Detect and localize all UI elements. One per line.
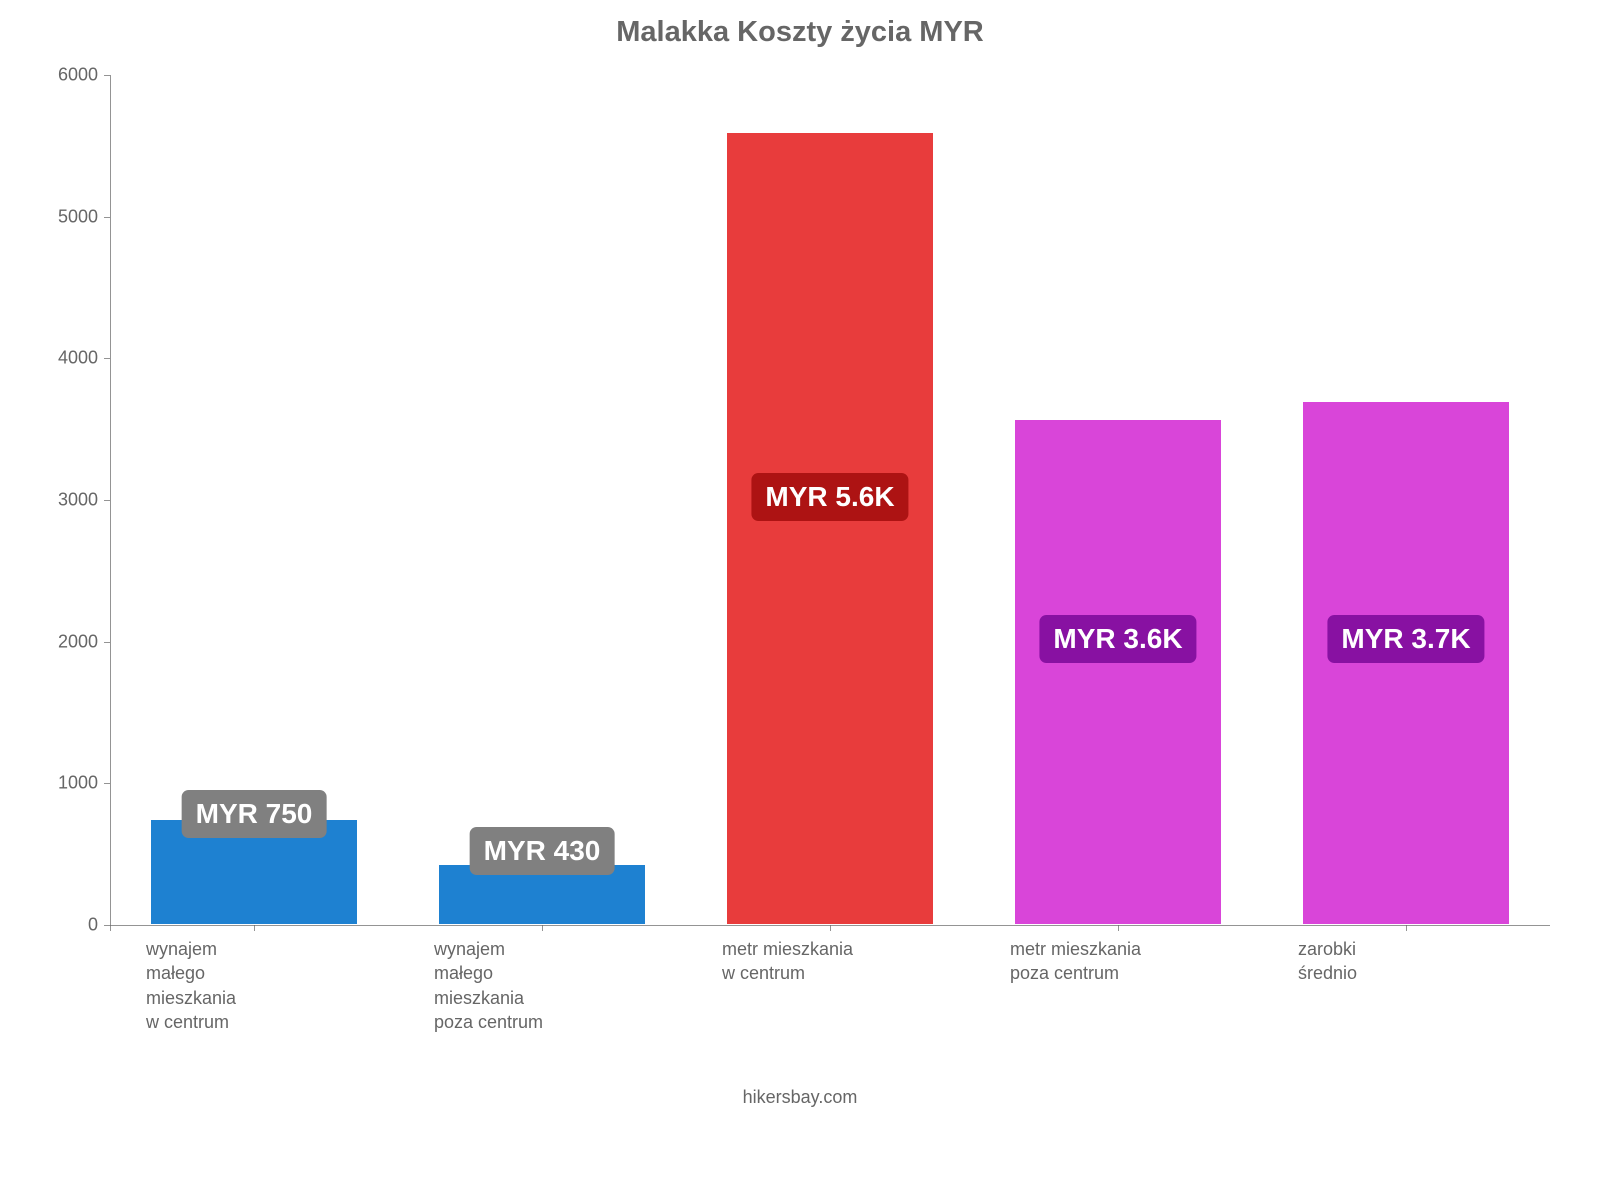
bar-slot: MYR 3.6K [974,75,1262,925]
y-tick-mark [104,358,110,359]
y-tick-mark [104,217,110,218]
y-tick-mark [104,925,110,926]
y-tick-label: 5000 [40,206,98,227]
x-tick-label: wynajem małego mieszkania poza centrum [398,937,686,1034]
bar-slot: MYR 3.7K [1262,75,1550,925]
y-tick-mark [104,75,110,76]
chart-container: MYR 750 MYR 430 MYR 5.6K MYR 3.6K MYR 3.7K w… [40,57,1560,1067]
bar-slot: MYR 750 [110,75,398,925]
x-tick-label: metr mieszkania poza centrum [974,937,1262,1034]
y-tick-mark [104,783,110,784]
y-tick-label: 3000 [40,490,98,511]
chart-title: Malakka Koszty życia MYR [616,16,983,49]
bars-row: MYR 750 MYR 430 MYR 5.6K MYR 3.6K MYR 3.7K [110,75,1550,925]
bar-value-badge: MYR 5.6K [751,473,908,521]
baseline [110,925,1550,926]
x-tick-label: zarobki średnio [1262,937,1550,1034]
plot-area: MYR 750 MYR 430 MYR 5.6K MYR 3.6K MYR 3.7K [110,75,1550,925]
y-tick-mark [104,500,110,501]
x-labels-row: wynajem małego mieszkania w centrumwynaj… [110,937,1550,1034]
bar-value-badge: MYR 430 [470,827,615,875]
bar-value-badge: MYR 3.7K [1327,615,1484,663]
y-tick-label: 4000 [40,348,98,369]
bar-slot: MYR 430 [398,75,686,925]
y-tick-label: 1000 [40,773,98,794]
y-tick-mark [104,642,110,643]
bar [1014,419,1221,925]
y-tick-label: 0 [40,915,98,936]
x-tick-label: wynajem małego mieszkania w centrum [110,937,398,1034]
footer-source: hikersbay.com [743,1087,858,1108]
bar-value-badge: MYR 750 [182,790,327,838]
y-tick-label: 2000 [40,631,98,652]
bar-value-badge: MYR 3.6K [1039,615,1196,663]
bar [726,132,933,925]
y-tick-label: 6000 [40,65,98,86]
bar-slot: MYR 5.6K [686,75,974,925]
x-tick-label: metr mieszkania w centrum [686,937,974,1034]
